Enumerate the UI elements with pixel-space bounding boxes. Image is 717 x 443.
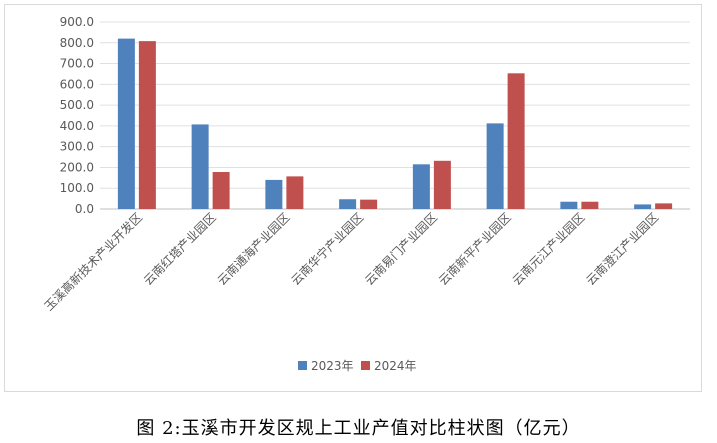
bar-series2: [360, 199, 378, 209]
bar-series1: [339, 199, 357, 209]
bar-series1: [265, 179, 283, 209]
category-label: 云南易门产业园区: [361, 210, 439, 288]
bar-series2: [138, 41, 156, 209]
figure-caption: 图 2:玉溪市开发区规上工业产值对比柱状图（亿元）: [136, 418, 581, 439]
y-tick-label: 700.0: [60, 57, 94, 71]
category-label: 云南通海产业园区: [214, 210, 292, 288]
bar-chart: 0.0 100.0 200.0 300.0 400.0 500.0 600.0 700.0 80…: [41, 15, 690, 373]
category-label: 云南元江产业园区: [509, 210, 587, 288]
bar-series2: [655, 203, 673, 209]
bar-series2: [581, 201, 599, 209]
category-label: 云南新平产业园区: [435, 210, 513, 288]
bar-series1: [191, 124, 209, 209]
y-tick-label: 600.0: [60, 77, 94, 91]
legend-swatch: [361, 361, 370, 370]
y-tick-label: 900.0: [60, 15, 94, 29]
y-tick-label: 0.0: [75, 202, 94, 216]
y-tick-label: 100.0: [60, 181, 94, 195]
y-tick-label: 800.0: [60, 36, 94, 50]
legend-label: 2023年: [311, 359, 354, 373]
bar-series2: [507, 73, 525, 210]
category-label: 云南红塔产业园区: [140, 210, 218, 288]
y-tick-label: 500.0: [60, 98, 94, 112]
legend-label: 2024年: [374, 359, 417, 373]
bar-series1: [412, 164, 430, 209]
category-label: 玉溪高新技术产业开发区: [41, 210, 145, 314]
bar-series1: [117, 38, 135, 209]
category-label: 云南华宁产业园区: [288, 210, 366, 288]
y-tick-label: 200.0: [60, 160, 94, 174]
bar-series2: [433, 160, 451, 209]
y-tick-label: 300.0: [60, 140, 94, 154]
bar-series2: [212, 172, 230, 209]
bar-series2: [286, 176, 304, 209]
bar-series1: [560, 201, 578, 209]
category-label: 云南澄江产业园区: [583, 210, 661, 288]
bar-series1: [634, 204, 652, 209]
y-tick-label: 400.0: [60, 119, 94, 133]
bar-series1: [486, 123, 504, 209]
legend-swatch: [298, 361, 307, 370]
